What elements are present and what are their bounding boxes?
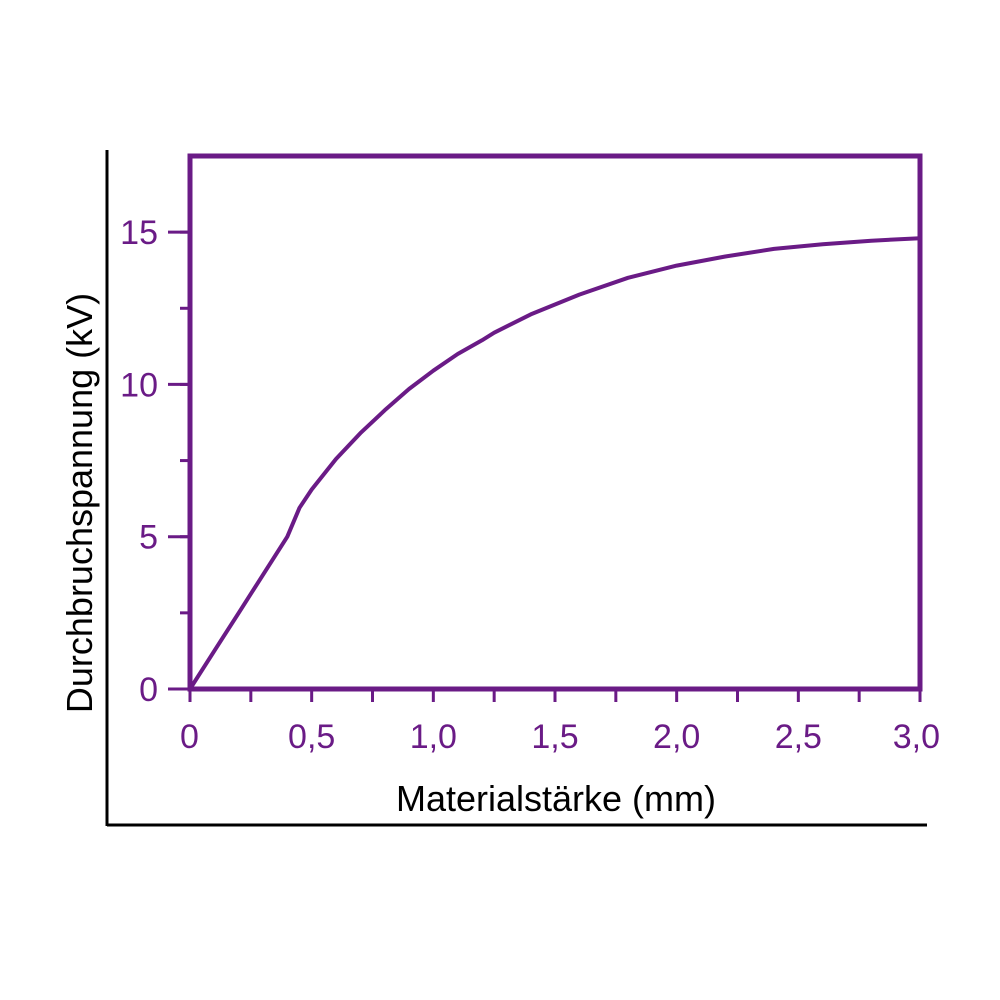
y-tick-label: 5	[139, 519, 158, 557]
y-major-ticks	[168, 230, 190, 691]
y-tick-label: 0	[139, 671, 158, 709]
x-tick-label: 0,5	[288, 718, 335, 756]
y-tick-label: 10	[120, 366, 158, 404]
outer-axes	[105, 150, 927, 827]
x-tick-label: 2,0	[653, 718, 700, 756]
y-tick-labels: 0 5 10 15	[120, 214, 158, 709]
x-tick-label: 2,5	[775, 718, 822, 756]
x-tick-label: 1,5	[531, 718, 578, 756]
x-tick-label: 1,0	[410, 718, 457, 756]
x-tick-labels: 0 0,5 1,0 1,5 2,0 2,5 3,0	[180, 718, 940, 756]
x-tick-label: 3,0	[893, 718, 940, 756]
plot-frame	[187, 153, 923, 692]
x-tick-label: 0	[180, 718, 199, 756]
series-line	[188, 236, 921, 691]
y-axis-title: Durchbruchspannung (kV)	[59, 293, 100, 713]
y-tick-label: 15	[120, 214, 158, 252]
x-axis-title: Materialstärke (mm)	[396, 778, 716, 819]
